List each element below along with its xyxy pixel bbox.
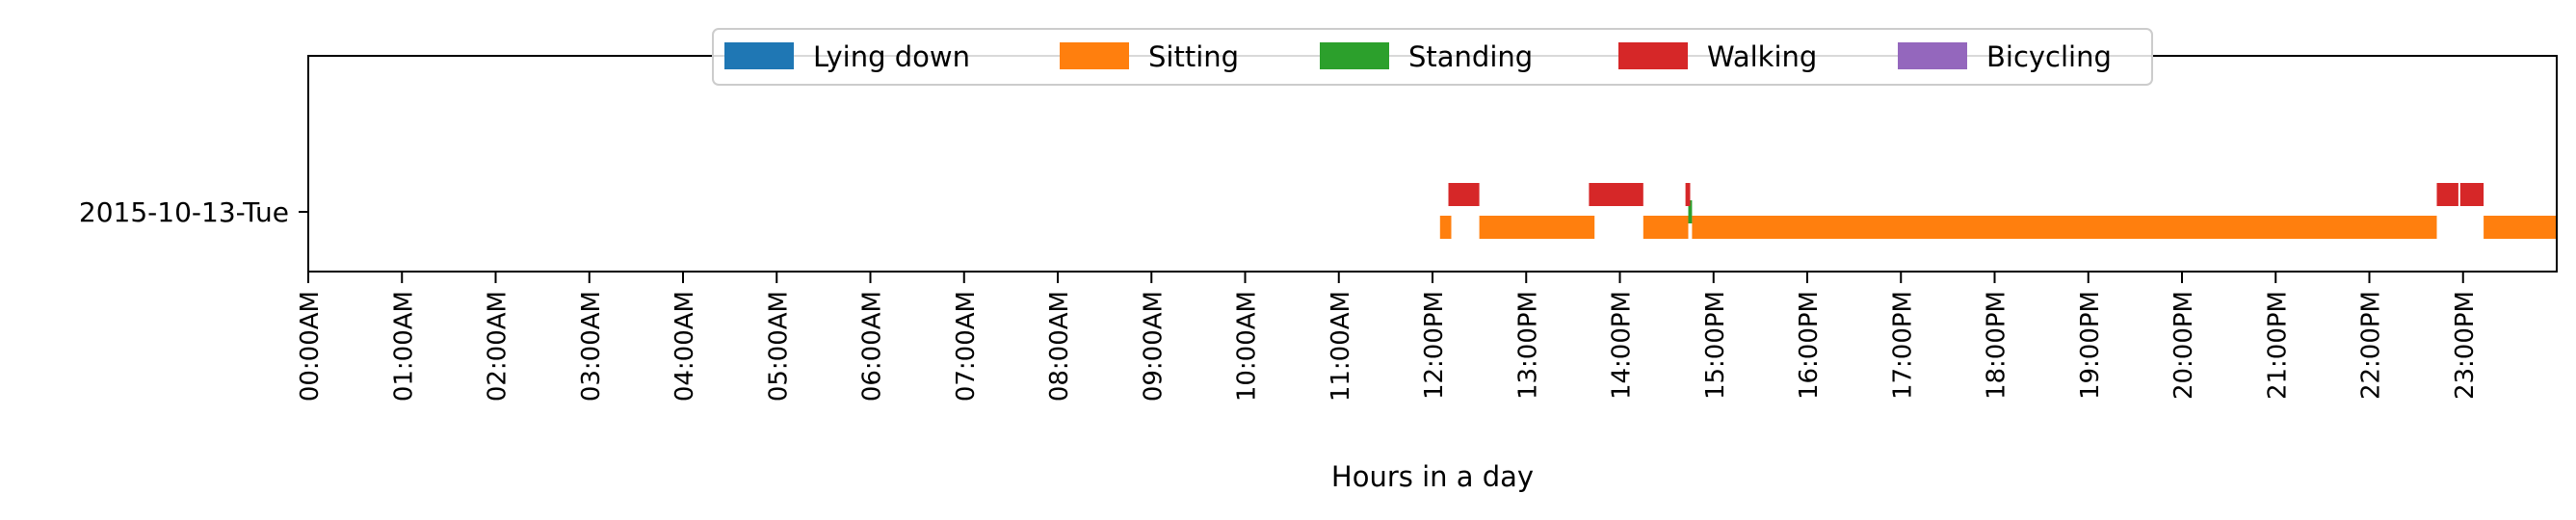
x-tick-label: 20:00PM: [2169, 291, 2198, 400]
bar-sitting-3: [1692, 216, 2437, 239]
legend-label-bicycling: Bicycling: [1986, 40, 2112, 73]
bar-sitting-1: [1479, 216, 1595, 239]
x-tick-label: 13:00PM: [1513, 291, 1542, 400]
legend-label-lying-down: Lying down: [813, 40, 970, 73]
x-tick-label: 21:00PM: [2263, 291, 2292, 400]
legend-swatch-lying-down: [724, 42, 794, 69]
legend-label-sitting: Sitting: [1148, 40, 1239, 73]
x-tick-label: 12:00PM: [1420, 291, 1449, 400]
x-tick-label: 14:00PM: [1608, 291, 1637, 400]
bar-walking-4: [2459, 183, 2484, 206]
x-tick-label: 04:00AM: [670, 291, 699, 402]
x-tick-label: 17:00PM: [1888, 291, 1917, 400]
x-tick-label: 11:00AM: [1327, 291, 1355, 402]
y-tick-label: 2015-10-13-Tue: [79, 196, 289, 228]
x-tick-label: 05:00AM: [764, 291, 793, 402]
x-tick-label: 19:00PM: [2076, 291, 2105, 400]
x-tick-label: 07:00AM: [952, 291, 981, 402]
legend: Lying down Sitting Standing Walking Bicyclin…: [712, 28, 2153, 86]
legend-swatch-walking: [1618, 42, 1688, 69]
legend-swatch-standing: [1320, 42, 1389, 69]
x-tick-label: 22:00PM: [2357, 291, 2386, 400]
legend-swatch-bicycling: [1898, 42, 1967, 69]
bar-walking-0: [1448, 183, 1480, 206]
x-tick-label: 06:00AM: [858, 291, 887, 402]
x-tick-label: 16:00PM: [1795, 291, 1824, 400]
bar-walking-2: [1685, 183, 1691, 206]
bar-standing-0: [1688, 200, 1693, 223]
x-tick-label: 23:00PM: [2451, 291, 2480, 400]
x-tick-label: 09:00AM: [1139, 291, 1168, 402]
y-axis: 2015-10-13-Tue: [79, 196, 308, 228]
bar-sitting-4: [2484, 216, 2557, 239]
legend-label-standing: Standing: [1408, 40, 1533, 73]
x-tick-label: 08:00AM: [1045, 291, 1074, 402]
x-tick-label: 02:00AM: [484, 291, 513, 402]
bar-sitting-0: [1439, 216, 1452, 239]
x-tick-label: 15:00PM: [1701, 291, 1730, 400]
x-tick-label: 01:00AM: [389, 291, 418, 402]
x-tick-label: 00:00AM: [296, 291, 325, 402]
legend-label-walking: Walking: [1707, 40, 1817, 73]
bar-walking-1: [1589, 183, 1643, 206]
x-tick-label: 10:00AM: [1233, 291, 1262, 402]
bar-sitting-2: [1643, 216, 1689, 239]
x-axis: 00:00AM 01:00AM 02:00AM 03:00AM 04:00AM 05:00…: [296, 272, 2480, 402]
x-axis-label: Hours in a day: [1331, 460, 1534, 493]
bar-walking-3: [2436, 183, 2458, 206]
legend-swatch-sitting: [1060, 42, 1129, 69]
plot-frame: [307, 55, 2558, 273]
x-tick-label: 18:00PM: [1983, 291, 2011, 400]
x-tick-label: 03:00AM: [577, 291, 606, 402]
activity-bars: [1439, 183, 2557, 239]
